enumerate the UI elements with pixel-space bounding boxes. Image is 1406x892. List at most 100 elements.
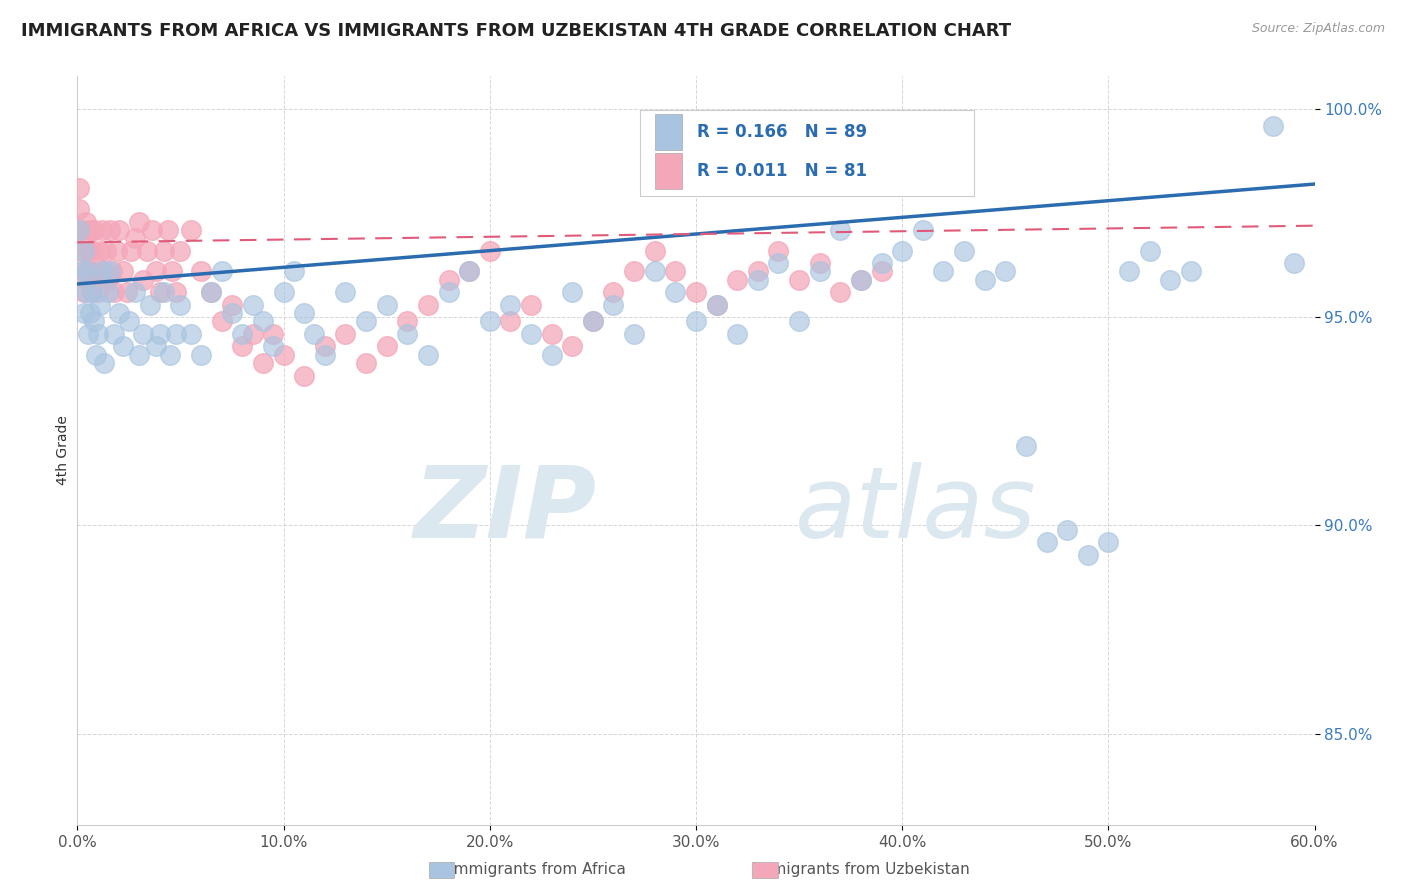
Point <box>169 298 191 312</box>
Point <box>973 273 995 287</box>
Point <box>70 244 93 258</box>
Point <box>870 256 893 270</box>
Point <box>499 298 522 312</box>
Point <box>520 298 543 312</box>
Point <box>644 264 666 278</box>
Point <box>200 285 222 300</box>
Point <box>416 298 439 312</box>
Point <box>283 264 305 278</box>
Point <box>1282 256 1305 270</box>
Point <box>262 339 284 353</box>
Point <box>190 348 212 362</box>
Point <box>231 326 253 341</box>
Point <box>458 264 481 278</box>
Point <box>80 285 103 300</box>
Point <box>706 298 728 312</box>
Point <box>76 326 98 341</box>
Point <box>725 273 748 287</box>
Point <box>1159 273 1181 287</box>
Point <box>80 285 103 300</box>
Point <box>994 264 1017 278</box>
Point <box>190 264 212 278</box>
Point <box>101 264 124 278</box>
Point <box>335 326 357 341</box>
Point <box>83 223 105 237</box>
Point <box>685 285 707 300</box>
Point <box>644 244 666 258</box>
Point <box>111 339 134 353</box>
Point <box>1077 548 1099 562</box>
Point <box>98 223 121 237</box>
Point <box>314 339 336 353</box>
Point <box>1056 523 1078 537</box>
Point <box>623 326 645 341</box>
Point <box>396 314 419 328</box>
Point <box>72 264 94 278</box>
Point <box>132 273 155 287</box>
Text: Source: ZipAtlas.com: Source: ZipAtlas.com <box>1251 22 1385 36</box>
Point <box>932 264 955 278</box>
Point <box>747 273 769 287</box>
Point <box>354 314 377 328</box>
Text: atlas: atlas <box>794 462 1036 559</box>
Point <box>911 223 934 237</box>
Point <box>165 285 187 300</box>
Point <box>354 356 377 370</box>
Bar <box>655 114 682 150</box>
Point <box>458 264 481 278</box>
Point <box>136 244 159 258</box>
Point <box>180 326 202 341</box>
Point <box>768 256 790 270</box>
Point <box>132 326 155 341</box>
Point <box>149 326 172 341</box>
Point <box>252 356 274 370</box>
Point <box>120 244 142 258</box>
Point <box>89 244 111 258</box>
Text: R = 0.166   N = 89: R = 0.166 N = 89 <box>697 123 868 141</box>
Point <box>1118 264 1140 278</box>
Point <box>91 223 114 237</box>
Point <box>67 223 90 237</box>
Point <box>849 273 872 287</box>
Text: Immigrants from Africa: Immigrants from Africa <box>415 863 626 877</box>
Point <box>75 285 97 300</box>
Point <box>602 285 624 300</box>
Point <box>725 326 748 341</box>
Point <box>335 285 357 300</box>
Point <box>145 264 167 278</box>
Point <box>221 306 243 320</box>
Text: ZIP: ZIP <box>413 462 598 559</box>
Point <box>98 264 121 278</box>
Point <box>83 314 105 328</box>
Point <box>124 285 146 300</box>
Point <box>582 314 605 328</box>
Point <box>231 339 253 353</box>
Point <box>138 298 160 312</box>
Point <box>1263 119 1285 133</box>
Point <box>67 181 90 195</box>
Point <box>602 298 624 312</box>
Point <box>159 348 181 362</box>
Point <box>87 285 110 300</box>
Point <box>128 348 150 362</box>
Point <box>79 223 101 237</box>
Point <box>540 348 562 362</box>
Point <box>314 348 336 362</box>
Point <box>437 273 460 287</box>
Point <box>97 285 120 300</box>
Point <box>623 264 645 278</box>
Point <box>685 314 707 328</box>
Point <box>160 264 183 278</box>
Point <box>1035 535 1057 549</box>
Point <box>84 348 107 362</box>
Point <box>76 244 98 258</box>
Point <box>808 264 831 278</box>
Point <box>87 326 110 341</box>
Point <box>478 244 501 258</box>
Point <box>80 244 103 258</box>
Point <box>891 244 914 258</box>
Point <box>1139 244 1161 258</box>
Point <box>499 314 522 328</box>
Point <box>93 356 115 370</box>
Point <box>304 326 326 341</box>
